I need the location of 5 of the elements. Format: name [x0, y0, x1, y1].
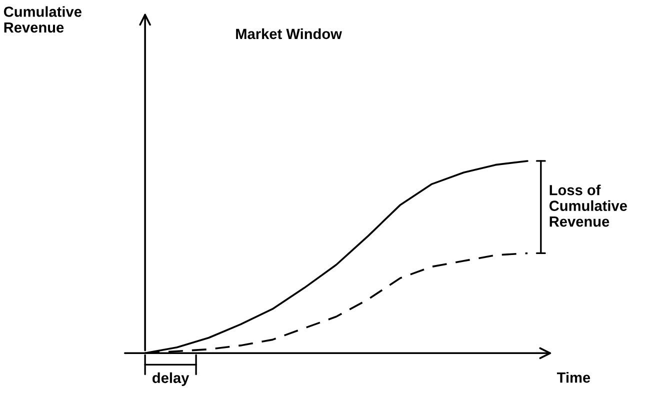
x-axis-title: Time: [556, 372, 590, 383]
text: Cumulative Revenue: [4, 6, 82, 33]
text: delay: [152, 372, 190, 386]
text: Loss of Cumulative Revenue: [549, 184, 627, 227]
chart-title: Market Window: [236, 28, 342, 40]
